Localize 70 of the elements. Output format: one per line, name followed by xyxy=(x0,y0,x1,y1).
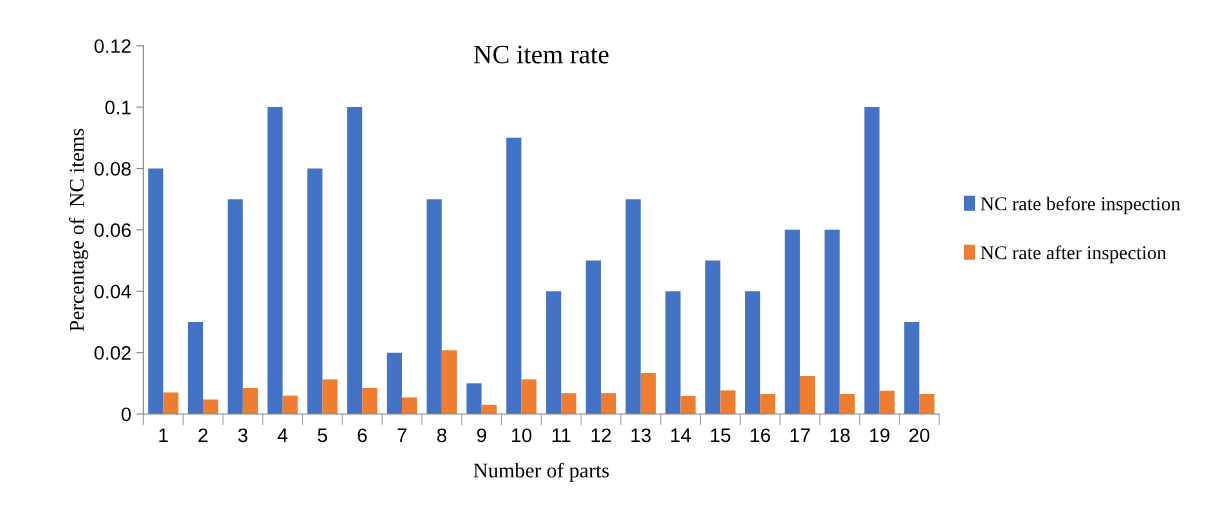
x-tick-label: 20 xyxy=(909,428,930,443)
bar xyxy=(426,199,442,415)
y-tick-label: 0.06 xyxy=(94,223,131,238)
bar xyxy=(362,387,378,415)
y-tick-label: 0 xyxy=(121,407,131,422)
x-tick-label: 13 xyxy=(631,428,651,443)
bar xyxy=(784,229,800,415)
x-tick-label: 1 xyxy=(159,428,168,442)
chart-title: NC item rate xyxy=(473,45,609,64)
bar xyxy=(799,375,816,415)
x-tick-label: 19 xyxy=(870,428,890,443)
x-tick-label: 17 xyxy=(790,428,810,442)
bar xyxy=(640,372,656,415)
bar xyxy=(227,199,243,415)
x-tick-label: 12 xyxy=(591,428,611,442)
x-tick-label: 5 xyxy=(317,428,328,443)
x-axis-title: Number of parts xyxy=(473,462,609,482)
y-tick-label: 0.08 xyxy=(94,161,131,176)
x-tick-label: 2 xyxy=(198,428,208,442)
bar xyxy=(705,260,721,415)
bar xyxy=(760,394,776,415)
bar xyxy=(347,107,363,415)
y-tick-label: 0.02 xyxy=(94,346,131,360)
bar xyxy=(307,168,323,415)
bar xyxy=(441,350,457,415)
x-tick-label: 15 xyxy=(711,428,731,443)
x-tick-label: 11 xyxy=(552,428,571,442)
x-tick-label: 7 xyxy=(397,428,407,442)
x-tick-label: 14 xyxy=(671,428,691,442)
bar xyxy=(864,107,880,415)
legend-label: NC rate before inspection xyxy=(980,196,1181,215)
legend-label: NC rate after inspection xyxy=(980,245,1167,264)
bar xyxy=(187,321,204,415)
bar xyxy=(665,291,681,415)
bar xyxy=(267,107,283,415)
bar xyxy=(680,395,696,415)
bar xyxy=(521,379,537,415)
x-tick-label: 4 xyxy=(277,428,288,442)
bar xyxy=(720,390,736,415)
bar xyxy=(242,387,258,415)
bar xyxy=(148,168,164,415)
x-tick-label: 8 xyxy=(437,428,447,443)
bar xyxy=(824,229,840,415)
x-tick-label: 16 xyxy=(750,428,771,443)
bar xyxy=(745,291,761,415)
x-tick-label: 3 xyxy=(238,428,248,443)
bar xyxy=(879,390,895,415)
y-tick-label: 0.1 xyxy=(105,100,131,115)
x-tick-label: 18 xyxy=(830,428,850,443)
x-tick-label: 9 xyxy=(477,428,487,443)
x-tick-label: 10 xyxy=(512,428,532,443)
bar xyxy=(919,394,935,415)
bar xyxy=(585,260,601,415)
bar xyxy=(163,392,179,415)
bar xyxy=(322,379,338,415)
bar xyxy=(506,137,522,415)
y-axis-title: Percentage of NC items xyxy=(69,128,89,332)
y-tick-label: 0.12 xyxy=(94,39,131,53)
bar xyxy=(402,397,418,415)
y-tick-label: 0.04 xyxy=(94,284,131,299)
bar xyxy=(600,393,617,415)
bar xyxy=(904,321,920,415)
bar xyxy=(546,291,562,415)
x-tick-label: 6 xyxy=(357,428,367,443)
bar xyxy=(282,395,298,415)
bar xyxy=(561,393,577,415)
bar xyxy=(466,383,482,415)
bar xyxy=(625,199,641,415)
bar xyxy=(839,394,855,415)
bar xyxy=(386,352,403,415)
